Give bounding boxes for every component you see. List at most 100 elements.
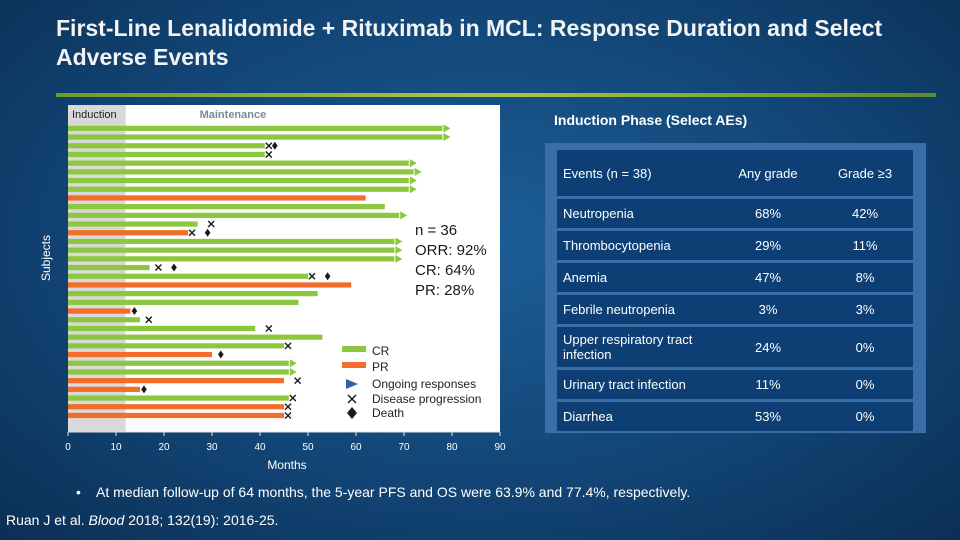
progression-marker xyxy=(284,403,292,411)
subject-bar xyxy=(68,169,414,175)
progression-marker xyxy=(265,324,273,332)
death-marker xyxy=(272,141,278,150)
ae-header-any-grade: Any grade xyxy=(719,150,817,196)
progression-marker xyxy=(265,142,273,150)
progression-marker xyxy=(284,342,292,350)
ae-table-title: Induction Phase (Select AEs) xyxy=(554,112,748,128)
subject-bar xyxy=(68,238,395,245)
subject-bar xyxy=(68,386,140,392)
x-tick-label: 40 xyxy=(254,442,266,453)
subject-bar xyxy=(68,317,140,323)
ongoing-arrow xyxy=(409,159,417,168)
ongoing-arrow xyxy=(443,133,451,142)
ongoing-arrow xyxy=(289,367,297,376)
subject-bar xyxy=(68,404,284,410)
ongoing-arrow xyxy=(400,211,408,220)
subject-bar xyxy=(68,125,443,131)
legend-ongoing-icon xyxy=(346,379,358,389)
death-marker xyxy=(218,350,224,359)
death-marker xyxy=(324,272,331,281)
citation-details: 2018; 132(19): 2016-25. xyxy=(128,512,279,528)
ongoing-arrow xyxy=(395,254,403,263)
summary-text: PR: 28% xyxy=(415,282,474,299)
subject-bar xyxy=(68,299,299,305)
ae-event: Neutropenia xyxy=(557,199,719,228)
phase-label-induction: Induction xyxy=(72,109,117,121)
legend-ongoing-label: Ongoing responses xyxy=(372,377,476,391)
bullet-dot: • xyxy=(76,484,81,500)
summary-text: CR: 64% xyxy=(415,262,475,279)
y-axis-title: Subjects xyxy=(39,235,53,281)
legend-cr-label: CR xyxy=(372,344,390,358)
ae-event: Thrombocytopenia xyxy=(557,231,719,260)
ae-grade3: 8% xyxy=(817,263,913,292)
ae-any-grade: 47% xyxy=(719,263,817,292)
footnote-bullet: • At median follow-up of 64 months, the 5… xyxy=(76,484,690,500)
summary-text: ORR: 92% xyxy=(415,242,487,259)
subject-bar xyxy=(68,195,366,201)
progression-marker xyxy=(154,264,162,272)
progression-marker xyxy=(289,394,297,402)
subject-bar xyxy=(68,134,443,140)
ae-event: Febrile neutropenia xyxy=(557,295,719,324)
subject-bar xyxy=(68,273,308,279)
x-tick-label: 60 xyxy=(350,442,362,453)
progression-marker xyxy=(188,229,196,237)
ae-any-grade: 53% xyxy=(719,402,817,431)
subject-bar xyxy=(68,291,318,297)
death-marker xyxy=(171,263,177,272)
citation-journal: Blood xyxy=(88,512,125,528)
subject-bar xyxy=(68,151,265,158)
ae-row: Diarrhea 53% 0% xyxy=(557,402,913,431)
legend-progression-icon xyxy=(347,394,357,404)
ae-row: Anemia 47% 8% xyxy=(557,263,913,292)
death-marker xyxy=(204,228,211,237)
ae-event: Anemia xyxy=(557,263,719,292)
ongoing-arrow xyxy=(395,246,403,255)
ae-grade3: 42% xyxy=(817,199,913,228)
x-tick-label: 0 xyxy=(65,442,71,453)
x-tick-label: 10 xyxy=(110,442,122,453)
ae-grade3: 11% xyxy=(817,231,913,260)
ongoing-arrow xyxy=(443,124,451,133)
citation: Ruan J et al. Blood 2018; 132(19): 2016-… xyxy=(6,512,278,528)
phase-label-maintenance: Maintenance xyxy=(200,109,267,121)
progression-marker xyxy=(308,272,316,280)
x-tick-label: 30 xyxy=(206,442,218,453)
subject-bar xyxy=(68,351,212,358)
progression-marker xyxy=(145,316,153,324)
legend-progression-label: Disease progression xyxy=(372,392,481,406)
ongoing-arrow xyxy=(289,359,297,368)
x-tick-label: 20 xyxy=(158,442,170,453)
progression-marker xyxy=(265,150,273,158)
x-tick-label: 80 xyxy=(446,442,458,453)
slide-title: First-Line Lenalidomide + Rituximab in M… xyxy=(56,15,883,70)
death-marker xyxy=(131,307,138,316)
subject-bar xyxy=(68,395,289,401)
progression-marker xyxy=(284,411,292,419)
subject-bar xyxy=(68,325,256,332)
ae-event: Upper respiratory tract infection xyxy=(557,327,719,367)
ongoing-arrow xyxy=(414,167,422,176)
ae-any-grade: 29% xyxy=(719,231,817,260)
ae-event: Urinary tract infection xyxy=(557,370,719,399)
subject-bar xyxy=(68,221,198,227)
ae-row: Thrombocytopenia 29% 11% xyxy=(557,231,913,260)
subject-bar xyxy=(68,360,289,366)
ae-grade3: 3% xyxy=(817,295,913,324)
subject-bar xyxy=(68,256,395,262)
legend-death-label: Death xyxy=(372,406,404,420)
ae-row: Febrile neutropenia 3% 3% xyxy=(557,295,913,324)
x-tick-label: 50 xyxy=(302,442,314,453)
title-divider xyxy=(56,93,936,97)
subject-bar xyxy=(68,334,323,340)
subject-bar xyxy=(68,204,385,210)
subject-bar xyxy=(68,212,400,218)
progression-marker xyxy=(294,377,302,385)
subject-bar xyxy=(68,230,188,236)
ae-grade3: 0% xyxy=(817,402,913,431)
progression-marker xyxy=(207,220,215,228)
subject-bar xyxy=(68,282,352,288)
ae-grade3: 0% xyxy=(817,327,913,367)
